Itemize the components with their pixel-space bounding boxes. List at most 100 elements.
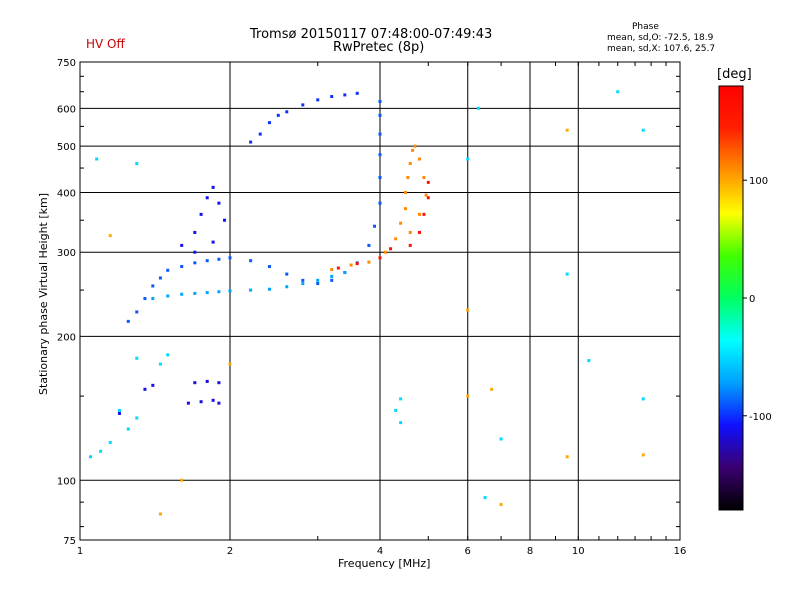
phase-stats-title: Phase [632, 22, 659, 32]
data-point [193, 230, 197, 234]
data-point [349, 263, 353, 267]
data-point [166, 294, 170, 298]
data-point [180, 265, 184, 269]
data-point [616, 90, 620, 94]
data-point [641, 128, 645, 132]
data-point [426, 196, 430, 200]
data-point [399, 397, 403, 401]
data-point [499, 437, 503, 441]
data-point [228, 289, 232, 293]
data-point [249, 140, 253, 144]
data-point [483, 496, 487, 500]
data-point [408, 161, 412, 165]
data-point [258, 132, 262, 136]
data-point [403, 207, 407, 211]
data-point [355, 91, 359, 95]
data-point [158, 362, 162, 366]
data-point [166, 268, 170, 272]
series-2 [180, 185, 227, 254]
data-point [276, 113, 280, 117]
series-6 [117, 379, 221, 415]
data-point [117, 408, 121, 412]
data-point [249, 259, 253, 263]
data-point [399, 221, 403, 225]
data-point [499, 502, 503, 506]
data-point [301, 278, 305, 282]
data-point [117, 411, 121, 415]
data-point [413, 144, 417, 148]
data-point [267, 121, 271, 125]
data-point [267, 265, 271, 269]
series-0 [126, 100, 382, 323]
data-point [285, 272, 289, 276]
data-point [641, 397, 645, 401]
colorbar-tick-label: 0 [749, 294, 755, 305]
data-point [199, 212, 203, 216]
x-tick-label: 4 [377, 546, 383, 557]
colorbar-tick-label: 100 [749, 176, 768, 187]
x-axis-label: Frequency [MHz] [338, 557, 431, 570]
data-point [330, 274, 334, 278]
data-point [641, 453, 645, 457]
data-point [205, 291, 209, 295]
data-point [476, 106, 480, 110]
phase-stats-o: mean, sd,O: -72.5, 18.9 [607, 33, 714, 43]
data-point [223, 218, 227, 222]
data-point [193, 250, 197, 254]
colorbar-unit-label: [deg] [717, 67, 752, 82]
data-point [378, 100, 382, 104]
data-point [193, 261, 197, 265]
colorbar-tick-label: -100 [749, 412, 772, 423]
data-point [217, 401, 221, 405]
data-point [426, 180, 430, 184]
data-point [565, 455, 569, 459]
data-point [408, 230, 412, 234]
data-point [336, 266, 340, 270]
data-point [285, 285, 289, 289]
hv-status-label: HV Off [86, 37, 125, 51]
data-point [316, 282, 320, 286]
data-point [378, 113, 382, 117]
data-point [193, 291, 197, 295]
data-point [373, 224, 377, 228]
data-point [565, 128, 569, 132]
data-point [135, 161, 139, 165]
data-point [466, 157, 470, 161]
data-point [126, 427, 130, 431]
data-point [424, 193, 428, 197]
data-point [143, 387, 147, 391]
data-point [135, 416, 139, 420]
data-point [186, 401, 190, 405]
data-point [403, 190, 407, 194]
data-point [267, 287, 271, 291]
y-tick-label: 500 [57, 142, 76, 153]
y-tick-label: 750 [57, 58, 76, 69]
data-point [343, 271, 347, 275]
data-point [330, 278, 334, 282]
data-point [417, 157, 421, 161]
data-point [301, 103, 305, 107]
data-point [316, 278, 320, 282]
x-tick-label: 2 [227, 546, 233, 557]
data-point [158, 512, 162, 516]
data-point [466, 308, 470, 312]
data-point [205, 379, 209, 383]
data-point [99, 449, 103, 453]
data-point [301, 282, 305, 286]
data-point [411, 148, 415, 152]
data-point [166, 353, 170, 357]
x-tick-label: 10 [572, 546, 585, 557]
data-point [180, 292, 184, 296]
data-point [180, 478, 184, 482]
phase-stats-x: mean, sd,X: 107.6, 25.7 [607, 44, 716, 54]
data-point [108, 440, 112, 444]
data-point [383, 250, 387, 254]
data-point [417, 230, 421, 234]
data-point [330, 95, 334, 99]
y-tick-label: 600 [57, 104, 76, 115]
data-point [135, 310, 139, 314]
data-point [135, 356, 139, 360]
data-point [108, 234, 112, 238]
data-point [217, 381, 221, 385]
chart-subtitle: RwPretec (8p) [333, 40, 425, 55]
